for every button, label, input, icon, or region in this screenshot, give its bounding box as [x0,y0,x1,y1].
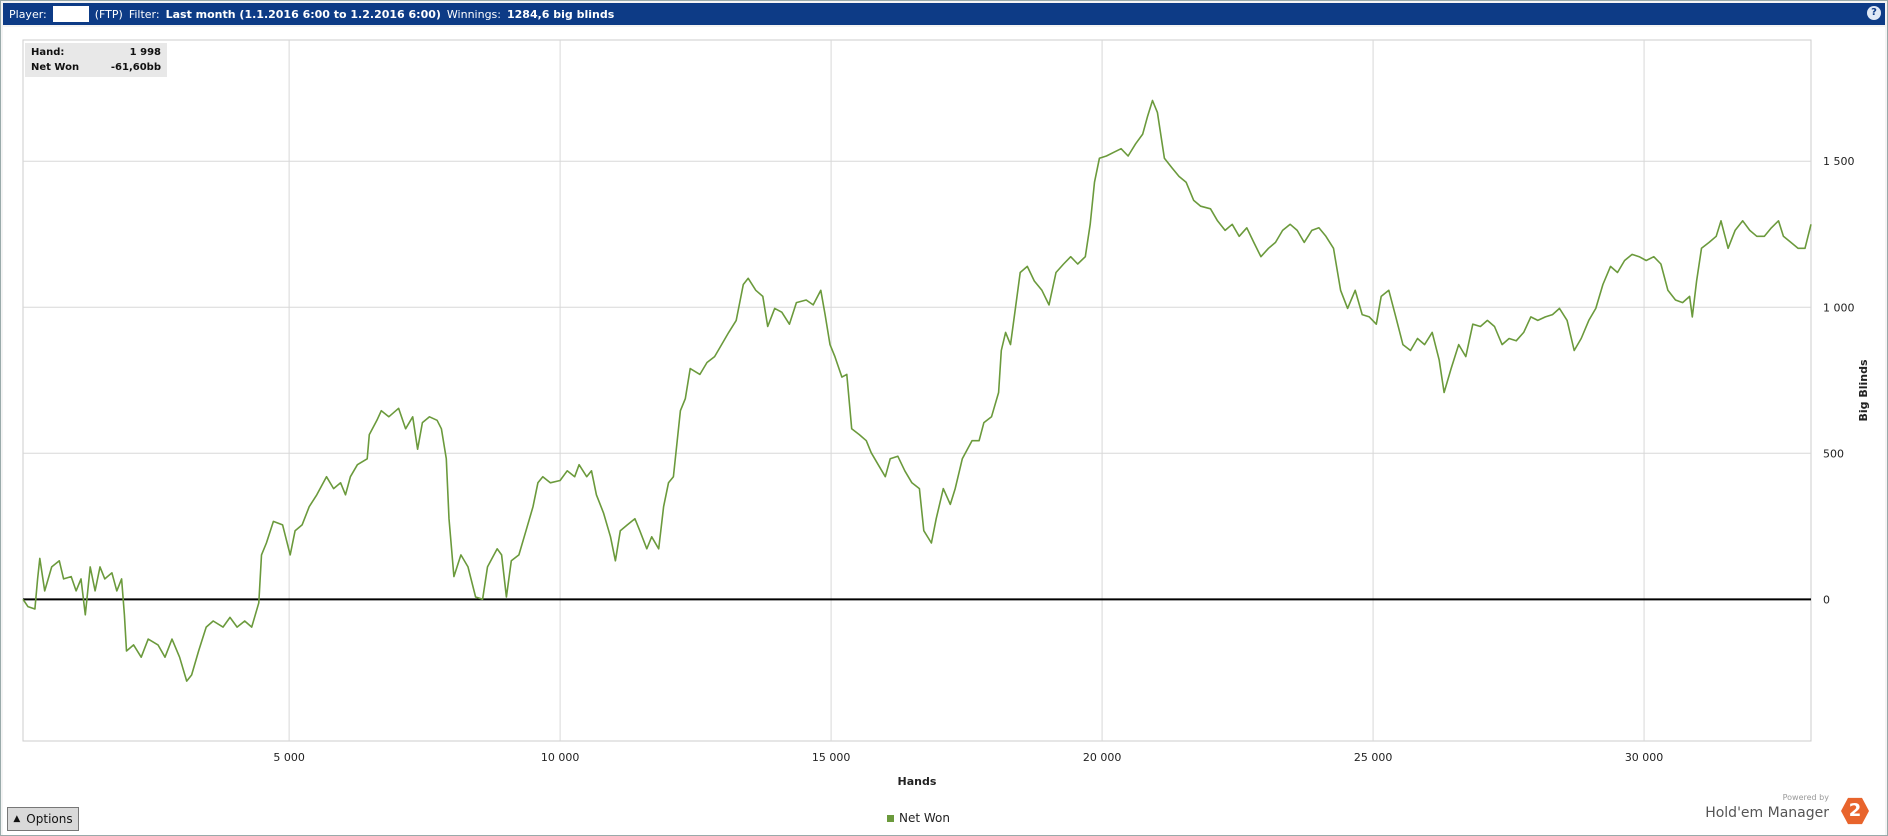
chart-panel: 5 000 10 000 15 000 20 000 25 000 30 000 0 500 1… [3,27,1885,835]
plot-area [22,39,1812,742]
powered-by: Powered by [1782,793,1829,802]
help-button[interactable]: ? [1867,6,1881,20]
filter: Last month (1.1.2016 6:00 to 1.2.2016 6:… [165,7,441,21]
tooltip-net-won-label: Net Won [31,62,80,73]
x-tick-label: 5 000 [273,751,305,764]
header-bar: Player: (FTP) Filter: Last month (1.1.20… [3,3,1885,25]
player-label: Player: [9,7,47,21]
y-tick-label: 1 000 [1823,301,1855,314]
x-tick-label: 30 000 [1625,751,1664,764]
site: (FTP) [94,7,123,21]
x-tick-label: 20 000 [1083,751,1122,764]
y-tick-label: 0 [1823,593,1830,606]
series-line [22,99,1812,682]
y-tick-label: 1 500 [1823,155,1855,168]
x-tick-label: 10 000 [541,751,580,764]
tooltip-net-won: -61,60bb [110,62,161,73]
legend-swatch [887,815,894,822]
winnings: 1284,6 big blinds [507,7,615,21]
branding: Powered by Hold'em Manager 2 [1673,793,1873,827]
y-tick-label: 500 [1823,447,1844,460]
y-axis-title: Big Blinds [1857,359,1870,421]
player-field[interactable] [52,6,89,22]
product-name: Hold'em Manager [1705,805,1829,821]
chart: 5 000 10 000 15 000 20 000 25 000 30 000 0 500 1… [22,39,1870,825]
x-tick-label: 15 000 [812,751,851,764]
options-button[interactable]: ▲ Options [7,807,79,831]
logo: 2 [1841,797,1869,825]
legend-label: Net Won [899,811,950,825]
tooltip-hand: 1 998 [129,47,161,58]
x-tick-label: 25 000 [1354,751,1393,764]
arrow-icon: ▲ [13,814,21,824]
winnings-label: Winnings: [446,7,501,21]
tooltip: Hand: 1 998 Net Won -61,60bb [25,43,167,77]
filter-label: Filter: [128,7,160,21]
options-label: Options [26,812,73,826]
x-axis-title: Hands [898,775,937,788]
tooltip-hand-label: Hand: [31,47,65,58]
